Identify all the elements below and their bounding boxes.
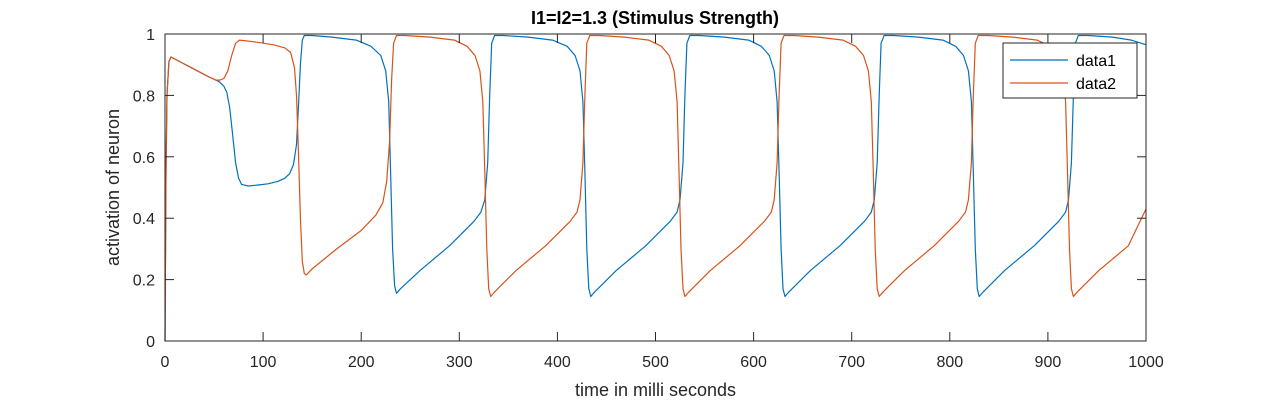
legend-label-data2: data2 [1076, 76, 1116, 93]
x-tick-label-600: 600 [740, 354, 767, 371]
chart-title: I1=I2=1.3 (Stimulus Strength) [531, 8, 779, 28]
y-tick-label-0.4: 0.4 [133, 211, 155, 228]
x-tick-label-0: 0 [161, 354, 170, 371]
x-tick-label-400: 400 [544, 354, 571, 371]
x-tick-label-700: 700 [838, 354, 865, 371]
y-tick-label-0.8: 0.8 [133, 88, 155, 105]
series-layer [164, 34, 1147, 342]
legend-box [1002, 42, 1138, 99]
y-axis-label: activation of neuron [103, 109, 123, 266]
x-tick-label-200: 200 [348, 354, 375, 371]
x-tick-label-500: 500 [642, 354, 669, 371]
y-tick-label-1: 1 [146, 27, 155, 44]
x-tick-label-300: 300 [446, 354, 473, 371]
x-tick-label-100: 100 [250, 354, 277, 371]
x-tick-label-800: 800 [936, 354, 963, 371]
x-axis-label: time in milli seconds [575, 380, 736, 400]
y-axis: 0 0.2 0.4 0.6 0.8 1 [133, 27, 1146, 351]
y-tick-label-0.6: 0.6 [133, 150, 155, 167]
x-tick-label-900: 900 [1035, 354, 1062, 371]
x-axis: 0 100 200 300 400 500 600 700 800 900 1000 [161, 34, 1164, 371]
y-tick-label-0.2: 0.2 [133, 273, 155, 290]
series-line-data1 [164, 34, 1147, 342]
series-line-data2 [164, 34, 1147, 342]
legend-label-data1: data1 [1076, 53, 1116, 70]
x-tick-label-1000: 1000 [1128, 354, 1164, 371]
legend[interactable]: data1 data2 [1002, 42, 1138, 99]
y-tick-label-0: 0 [146, 334, 155, 351]
